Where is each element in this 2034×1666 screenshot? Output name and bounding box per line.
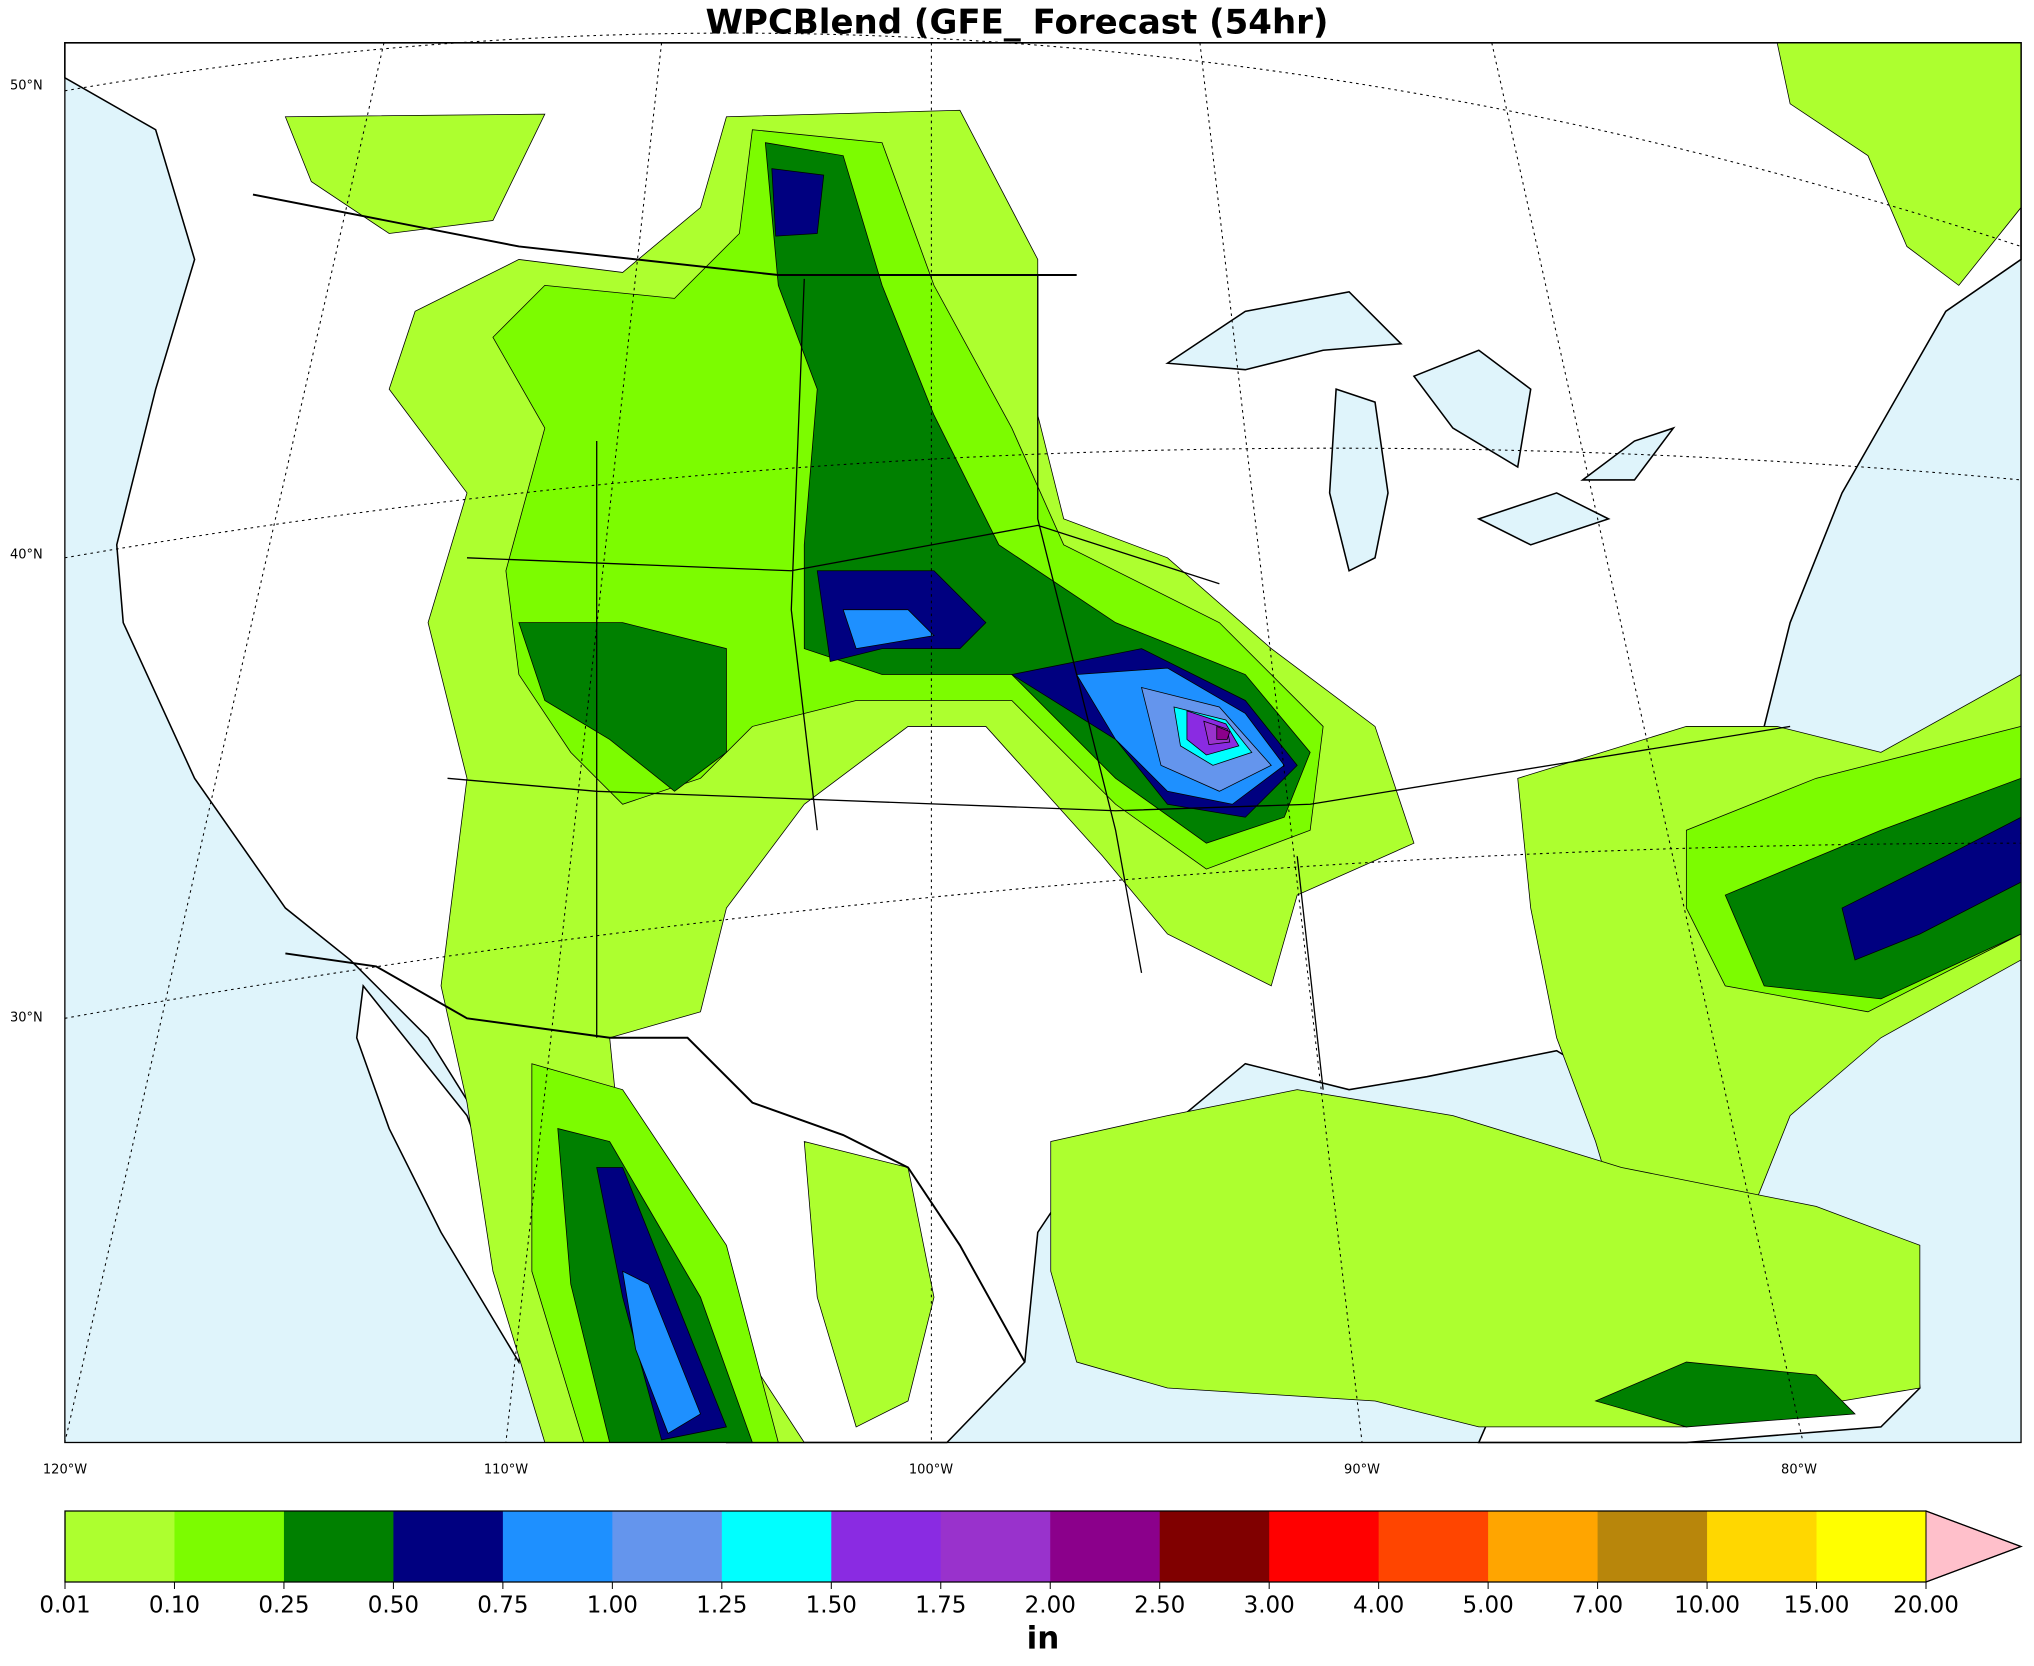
colorbar-tick-label: 1.75 <box>915 1593 966 1619</box>
graticule <box>64 32 2022 1443</box>
colorbar-box <box>940 1511 1051 1582</box>
colorbar-box <box>612 1511 723 1582</box>
colorbar-box <box>831 1511 942 1582</box>
colorbar-box <box>1050 1511 1161 1582</box>
map-title: WPCBlend (GFE_ Forecast (54hr) <box>706 3 1329 43</box>
colorbar-tick-label: 2.50 <box>1134 1593 1185 1619</box>
colorbar-unit: in <box>1027 1621 1060 1657</box>
colorbar-tick-label: 20.00 <box>1893 1593 1959 1619</box>
colorbar-tick-label: 1.25 <box>696 1593 747 1619</box>
great-lakes <box>1165 291 1676 572</box>
colorbar-box <box>1816 1511 1927 1582</box>
colorbar-tick-label: 0.01 <box>39 1593 90 1619</box>
colorbar-box <box>1707 1511 1818 1582</box>
colorbar-tick-label: 5.00 <box>1463 1593 1514 1619</box>
colorbar-tick-label: 0.75 <box>477 1593 528 1619</box>
colorbar-tick-label: 1.50 <box>806 1593 857 1619</box>
colorbar-box <box>1597 1511 1708 1582</box>
lat-label: 50°N <box>10 79 43 94</box>
colorbar-box <box>721 1511 832 1582</box>
lat-labels: 50°N 40°N 30°N <box>10 79 43 1026</box>
colorbar-box <box>283 1511 394 1582</box>
lon-labels: 120°W 110°W 100°W 90°W 80°W <box>43 1463 1817 1478</box>
colorbar-tick-label: 3.00 <box>1244 1593 1295 1619</box>
colorbar-box <box>65 1511 175 1582</box>
colorbar-box <box>393 1511 504 1582</box>
lat-label: 40°N <box>10 548 43 563</box>
colorbar: 0.01 0.10 0.25 0.50 0.75 1.00 1.25 1.50 1.75 2.00… <box>39 1510 2023 1619</box>
colorbar-box <box>1159 1511 1270 1582</box>
lon-label: 110°W <box>484 1463 528 1478</box>
map-frame <box>64 42 2022 1444</box>
colorbar-tick-label: 0.10 <box>149 1593 200 1619</box>
colorbar-tick-label: 7.00 <box>1572 1593 1623 1619</box>
colorbar-outline <box>64 1510 2023 1583</box>
borders <box>252 193 1791 1363</box>
colorbar-tick-label: 0.25 <box>258 1593 309 1619</box>
colorbar-box <box>1378 1511 1489 1582</box>
colorbar-box <box>502 1511 613 1582</box>
colorbar-tick-label: 10.00 <box>1674 1593 1740 1619</box>
precipitation <box>284 42 2022 1443</box>
colorbar-box <box>174 1511 285 1582</box>
colorbar-tick-label: 15.00 <box>1784 1593 1850 1619</box>
lat-label: 30°N <box>10 1011 43 1026</box>
lon-label: 120°W <box>43 1463 87 1478</box>
colorbar-extend <box>1925 1510 2023 1583</box>
colorbar-box <box>1269 1511 1380 1582</box>
colorbar-tick-label: 0.50 <box>368 1593 419 1619</box>
map <box>64 32 2022 1444</box>
colorbar-box <box>1488 1511 1599 1582</box>
colorbar-tick-label: 1.00 <box>587 1593 638 1619</box>
lon-label: 90°W <box>1344 1463 1380 1478</box>
colorbar-tick-label: 2.00 <box>1025 1593 1076 1619</box>
lon-label: 80°W <box>1781 1463 1817 1478</box>
lon-label: 100°W <box>909 1463 953 1478</box>
colorbar-tick-label: 4.00 <box>1353 1593 1404 1619</box>
